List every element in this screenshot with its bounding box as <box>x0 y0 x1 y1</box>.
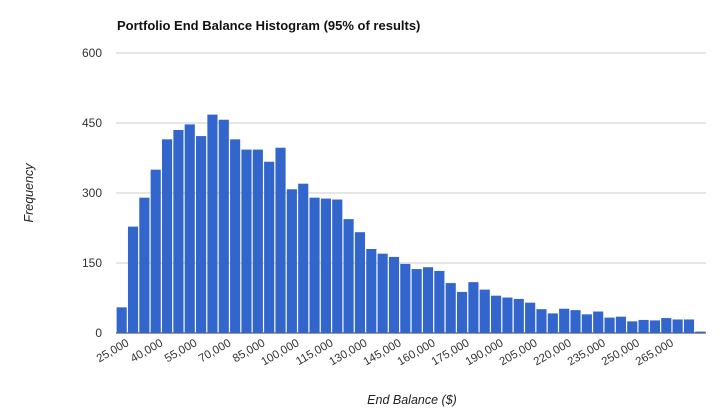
histogram-bar[interactable] <box>649 320 661 333</box>
y-tick-label: 600 <box>82 46 102 60</box>
x-tick-label: 160,000 <box>395 337 437 368</box>
histogram-bar[interactable] <box>547 313 558 333</box>
histogram-bar[interactable] <box>695 331 706 333</box>
histogram-bar[interactable] <box>161 139 173 333</box>
histogram-bar[interactable] <box>184 124 195 334</box>
histogram-bar[interactable] <box>139 197 150 333</box>
histogram-bar[interactable] <box>456 291 468 333</box>
x-tick-label: 40,000 <box>129 337 165 365</box>
histogram-bar[interactable] <box>218 119 229 333</box>
histogram-bar[interactable] <box>400 263 411 333</box>
histogram-bar[interactable] <box>411 269 422 333</box>
histogram-bar[interactable] <box>525 302 536 333</box>
x-tick-label: 220,000 <box>532 337 574 368</box>
histogram-bar[interactable] <box>570 310 581 333</box>
histogram-bar[interactable] <box>615 316 626 333</box>
histogram-bar[interactable] <box>309 197 320 333</box>
histogram-bar[interactable] <box>116 307 127 333</box>
histogram-bar[interactable] <box>513 298 524 333</box>
histogram-bar[interactable] <box>298 183 309 333</box>
histogram-bar[interactable] <box>127 226 139 333</box>
histogram-bar[interactable] <box>627 321 638 333</box>
y-tick-label: 450 <box>82 116 102 130</box>
histogram-bar[interactable] <box>275 147 286 333</box>
x-tick-label: 145,000 <box>361 337 403 368</box>
histogram-bar[interactable] <box>434 270 445 333</box>
histogram-bar[interactable] <box>479 289 490 333</box>
histogram-bar[interactable] <box>343 219 354 333</box>
y-axis-ticks: 0 150 300 450 600 <box>82 46 102 340</box>
x-axis-ticks: 25,00040,00055,00070,00085,000100,000115… <box>95 337 676 368</box>
x-tick-label: 130,000 <box>327 337 369 368</box>
histogram-bar[interactable] <box>207 114 218 333</box>
histogram-bar[interactable] <box>286 189 297 333</box>
x-tick-label: 70,000 <box>197 337 233 365</box>
histogram-bar[interactable] <box>536 309 547 333</box>
histogram-bar[interactable] <box>230 139 241 333</box>
x-tick-label: 25,000 <box>95 337 131 365</box>
histogram-bar[interactable] <box>354 232 366 333</box>
histogram-bar[interactable] <box>320 198 331 333</box>
histogram-bar[interactable] <box>683 319 695 333</box>
histogram-bar[interactable] <box>593 311 604 333</box>
y-tick-label: 300 <box>82 186 102 200</box>
x-tick-label: 175,000 <box>430 337 472 368</box>
histogram-bar[interactable] <box>502 297 513 333</box>
histogram-bar[interactable] <box>422 267 434 333</box>
histogram-bar[interactable] <box>196 136 207 333</box>
x-tick-label: 265,000 <box>634 337 676 368</box>
y-tick-label: 150 <box>82 256 102 270</box>
histogram-bar[interactable] <box>559 308 570 333</box>
x-tick-label: 235,000 <box>566 337 608 368</box>
histogram-bar[interactable] <box>150 169 161 333</box>
histogram-bar[interactable] <box>332 199 343 333</box>
histogram-bar[interactable] <box>264 161 275 333</box>
histogram-bar[interactable] <box>604 317 615 333</box>
x-tick-label: 250,000 <box>600 337 642 368</box>
x-tick-label: 190,000 <box>464 337 506 368</box>
histogram-bar[interactable] <box>445 283 456 333</box>
histogram-bar[interactable] <box>468 282 479 333</box>
histogram-bar[interactable] <box>581 314 592 333</box>
histogram-bar[interactable] <box>491 295 502 333</box>
histogram-bar[interactable] <box>672 319 683 333</box>
histogram-bar[interactable] <box>388 256 400 333</box>
x-tick-label: 55,000 <box>163 337 199 365</box>
y-axis-label: Frequency <box>22 163 36 223</box>
histogram-bar[interactable] <box>252 149 263 333</box>
y-tick-label: 0 <box>95 326 102 340</box>
chart-title: Portfolio End Balance Histogram (95% of … <box>117 18 420 33</box>
histogram-bar[interactable] <box>366 249 377 333</box>
bars <box>116 114 706 334</box>
x-tick-label: 100,000 <box>259 337 301 368</box>
x-axis-label: End Balance ($) <box>367 393 457 407</box>
histogram-bar[interactable] <box>638 319 649 333</box>
histogram-bar[interactable] <box>661 318 672 333</box>
histogram-bar[interactable] <box>173 130 184 333</box>
histogram-bar[interactable] <box>377 253 388 333</box>
histogram-bar[interactable] <box>241 149 252 333</box>
x-tick-label: 205,000 <box>498 337 540 368</box>
x-tick-label: 115,000 <box>294 337 335 368</box>
